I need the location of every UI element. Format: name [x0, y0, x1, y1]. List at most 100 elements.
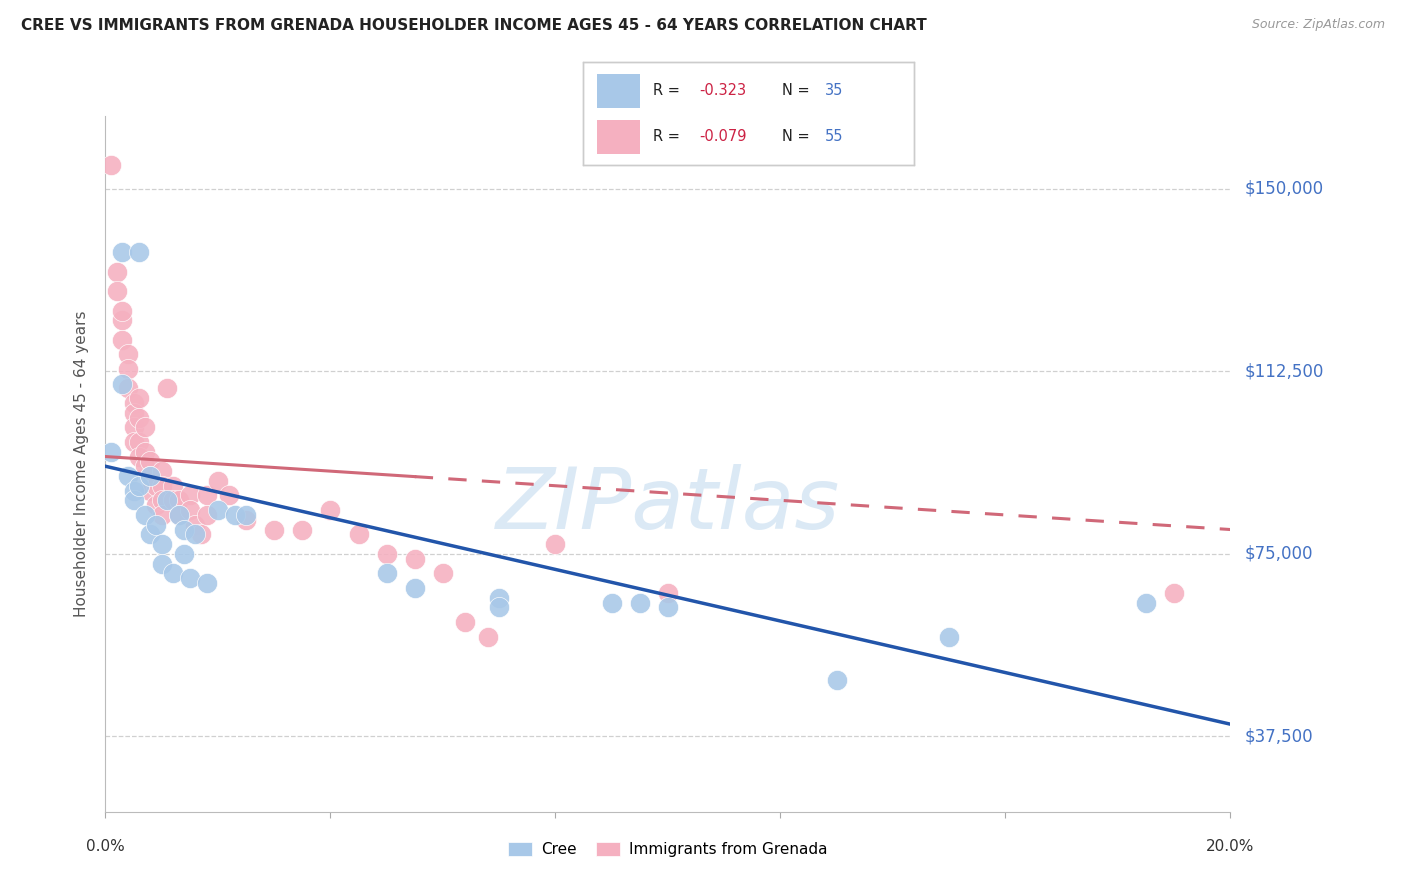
Point [319, 503, 342, 517]
Text: $112,500: $112,500 [1244, 362, 1323, 380]
Bar [596, 74, 640, 108]
Point [128, 479, 150, 493]
Text: N =: N = [782, 83, 814, 98]
Point [184, 527, 207, 541]
Point [235, 513, 257, 527]
Point [145, 498, 167, 512]
Text: Source: ZipAtlas.com: Source: ZipAtlas.com [1251, 18, 1385, 31]
Point [150, 479, 173, 493]
Point [628, 595, 651, 609]
Point [195, 488, 218, 502]
Point [105, 265, 128, 279]
Point [404, 551, 426, 566]
Point [173, 547, 195, 561]
Point [179, 571, 201, 585]
Point [544, 537, 567, 551]
Point [167, 508, 190, 522]
Point [122, 406, 145, 420]
Point [139, 469, 162, 483]
Text: $75,000: $75,000 [1244, 545, 1313, 563]
Point [195, 576, 218, 591]
Point [184, 517, 207, 532]
Point [173, 523, 195, 537]
Point [207, 474, 229, 488]
Text: 55: 55 [825, 129, 844, 145]
Point [128, 410, 150, 425]
Point [111, 313, 134, 327]
Point [235, 508, 257, 522]
Point [111, 303, 134, 318]
Point [128, 245, 150, 260]
Y-axis label: Householder Income Ages 45 - 64 years: Householder Income Ages 45 - 64 years [75, 310, 90, 617]
Text: $37,500: $37,500 [1244, 727, 1313, 746]
Text: $150,000: $150,000 [1244, 180, 1323, 198]
Point [600, 595, 623, 609]
Point [117, 347, 139, 361]
Point [825, 673, 848, 688]
Text: -0.079: -0.079 [699, 129, 747, 145]
Point [190, 527, 212, 541]
Point [477, 630, 499, 644]
Point [207, 503, 229, 517]
Point [139, 483, 162, 498]
Point [111, 245, 134, 260]
Point [1163, 586, 1185, 600]
Point [134, 420, 156, 434]
Text: CREE VS IMMIGRANTS FROM GRENADA HOUSEHOLDER INCOME AGES 45 - 64 YEARS CORRELATIO: CREE VS IMMIGRANTS FROM GRENADA HOUSEHOL… [21, 18, 927, 33]
Point [117, 362, 139, 376]
Point [218, 488, 240, 502]
Point [375, 547, 398, 561]
Text: 0.0%: 0.0% [86, 839, 125, 855]
Point [488, 591, 510, 605]
Point [134, 508, 156, 522]
Point [111, 333, 134, 347]
Point [162, 493, 184, 508]
Point [122, 434, 145, 449]
Point [145, 479, 167, 493]
Point [179, 503, 201, 517]
Point [938, 630, 960, 644]
Point [105, 284, 128, 298]
Point [156, 493, 179, 508]
Point [404, 581, 426, 595]
Point [454, 615, 477, 629]
Point [291, 523, 314, 537]
Point [122, 483, 145, 498]
Point [1135, 595, 1157, 609]
Point [122, 420, 145, 434]
Point [117, 381, 139, 395]
Bar [596, 120, 640, 153]
Point [347, 527, 370, 541]
Text: -0.323: -0.323 [699, 83, 747, 98]
Point [488, 600, 510, 615]
Point [122, 396, 145, 410]
Point [128, 391, 150, 405]
Point [139, 454, 162, 468]
Point [145, 517, 167, 532]
Point [195, 508, 218, 522]
Point [128, 434, 150, 449]
Text: 35: 35 [825, 83, 844, 98]
Point [167, 508, 190, 522]
Point [224, 508, 246, 522]
Text: 20.0%: 20.0% [1206, 839, 1254, 855]
Point [111, 376, 134, 391]
Point [100, 444, 122, 458]
Point [167, 493, 190, 508]
Point [150, 537, 173, 551]
Point [657, 586, 679, 600]
Point [117, 469, 139, 483]
Point [150, 557, 173, 571]
Point [179, 488, 201, 502]
Point [375, 566, 398, 581]
Point [122, 493, 145, 508]
Point [100, 158, 122, 172]
Point [432, 566, 454, 581]
Point [657, 600, 679, 615]
Point [162, 566, 184, 581]
Text: N =: N = [782, 129, 814, 145]
Point [150, 508, 173, 522]
Point [150, 493, 173, 508]
Legend: Cree, Immigrants from Grenada: Cree, Immigrants from Grenada [502, 836, 834, 863]
Text: R =: R = [652, 129, 685, 145]
